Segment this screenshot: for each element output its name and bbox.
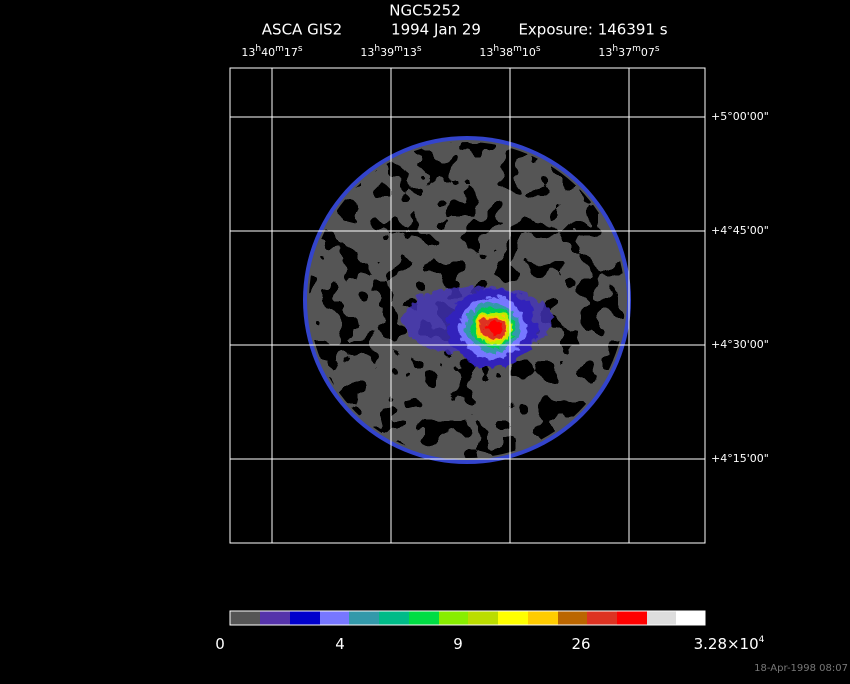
label-part: 0 (215, 635, 225, 653)
label-part: 13 (479, 46, 493, 59)
label-part: 39 (380, 46, 394, 59)
label-part: 13 (403, 46, 417, 59)
dec-label: +4°30'00" (711, 338, 769, 351)
instrument: ASCA GIS2 (262, 21, 342, 39)
label-part: 13 (360, 46, 374, 59)
observation-date: 1994 Jan 29 (391, 21, 481, 39)
superscript: s (298, 44, 303, 54)
colorbar-label: 4 (335, 635, 345, 653)
exposure: Exposure: 146391 s (518, 21, 667, 39)
label-part: 4 (335, 635, 345, 653)
label-part: 26 (571, 635, 590, 653)
timestamp: 18-Apr-1998 08:07 (754, 663, 848, 674)
colorbar-label: 0 (215, 635, 225, 653)
superscript: m (275, 44, 284, 54)
superscript: 4 (759, 635, 765, 645)
label-part: 9 (453, 635, 463, 653)
colorbar-label: 26 (571, 635, 590, 653)
ra-label: 13h40m17s (241, 44, 303, 60)
label-part: 17 (284, 46, 298, 59)
label-part: 40 (261, 46, 275, 59)
colorbar (229, 610, 706, 626)
label-part: 3.28×10 (694, 635, 759, 653)
label-part: 07 (641, 46, 655, 59)
superscript: s (417, 44, 422, 54)
superscript: m (394, 44, 403, 54)
superscript: h (255, 44, 261, 54)
label-part: 13 (241, 46, 255, 59)
x-ray-image (303, 136, 631, 464)
title: NGC5252 (389, 2, 461, 20)
dec-label: +4°45'00" (711, 224, 769, 237)
ra-label: 13h37m07s (598, 44, 660, 60)
dec-label: +5°00'00" (711, 110, 769, 123)
superscript: h (612, 44, 618, 54)
label-part: 37 (618, 46, 632, 59)
label-part: 13 (598, 46, 612, 59)
superscript: s (536, 44, 541, 54)
ra-label: 13h39m13s (360, 44, 422, 60)
superscript: h (374, 44, 380, 54)
colorbar-label: 3.28×104 (694, 635, 765, 653)
plot-frame (229, 67, 706, 544)
ra-label: 13h38m10s (479, 44, 541, 60)
superscript: m (632, 44, 641, 54)
superscript: h (493, 44, 499, 54)
label-part: 38 (499, 46, 513, 59)
superscript: m (513, 44, 522, 54)
dec-label: +4°15'00" (711, 452, 769, 465)
superscript: s (655, 44, 660, 54)
colorbar-label: 9 (453, 635, 463, 653)
label-part: 10 (522, 46, 536, 59)
coordinate-grid (229, 67, 706, 544)
